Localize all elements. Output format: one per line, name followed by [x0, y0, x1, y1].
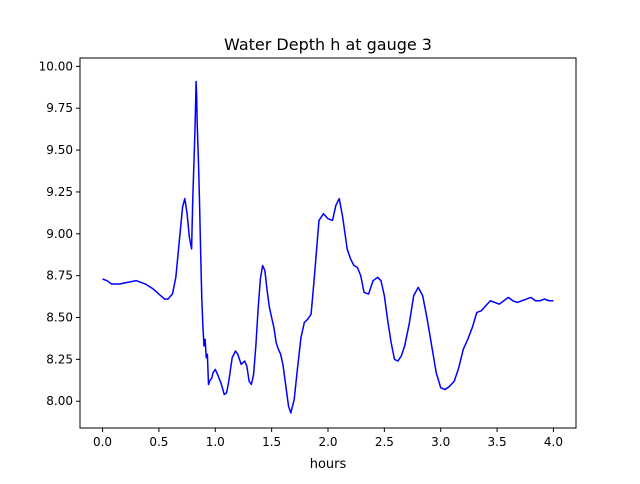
y-tick-label: 10.00	[39, 59, 73, 73]
x-axis-label: hours	[310, 457, 347, 472]
x-tick-label: 1.0	[206, 435, 225, 449]
y-tick-label: 8.25	[46, 352, 73, 366]
x-tick-label: 4.0	[544, 435, 563, 449]
x-tick-label: 0.0	[93, 435, 112, 449]
y-tick-label: 9.50	[46, 143, 73, 157]
y-tick-label: 8.00	[46, 394, 73, 408]
x-tick-label: 3.0	[431, 435, 450, 449]
y-tick-label: 9.00	[46, 227, 73, 241]
y-axis-ticks: 8.00 8.25 8.50 8.75 9.00 9.25 9.50 9.75 10.00	[39, 59, 80, 408]
x-tick-label: 2.0	[318, 435, 337, 449]
y-tick-label: 9.75	[46, 101, 73, 115]
y-tick-label: 9.25	[46, 185, 73, 199]
chart-title: Water Depth h at gauge 3	[224, 35, 432, 54]
series-line	[102, 80, 554, 414]
x-tick-label: 1.5	[262, 435, 281, 449]
x-tick-label: 0.5	[149, 435, 168, 449]
x-tick-label: 3.5	[488, 435, 507, 449]
y-tick-label: 8.75	[46, 269, 73, 283]
plot-area	[102, 80, 554, 414]
x-tick-label: 2.5	[375, 435, 394, 449]
y-tick-label: 8.50	[46, 311, 73, 325]
x-axis-ticks: 0.0 0.5 1.0 1.5 2.0 2.5 3.0 3.5 4.0	[93, 428, 563, 449]
